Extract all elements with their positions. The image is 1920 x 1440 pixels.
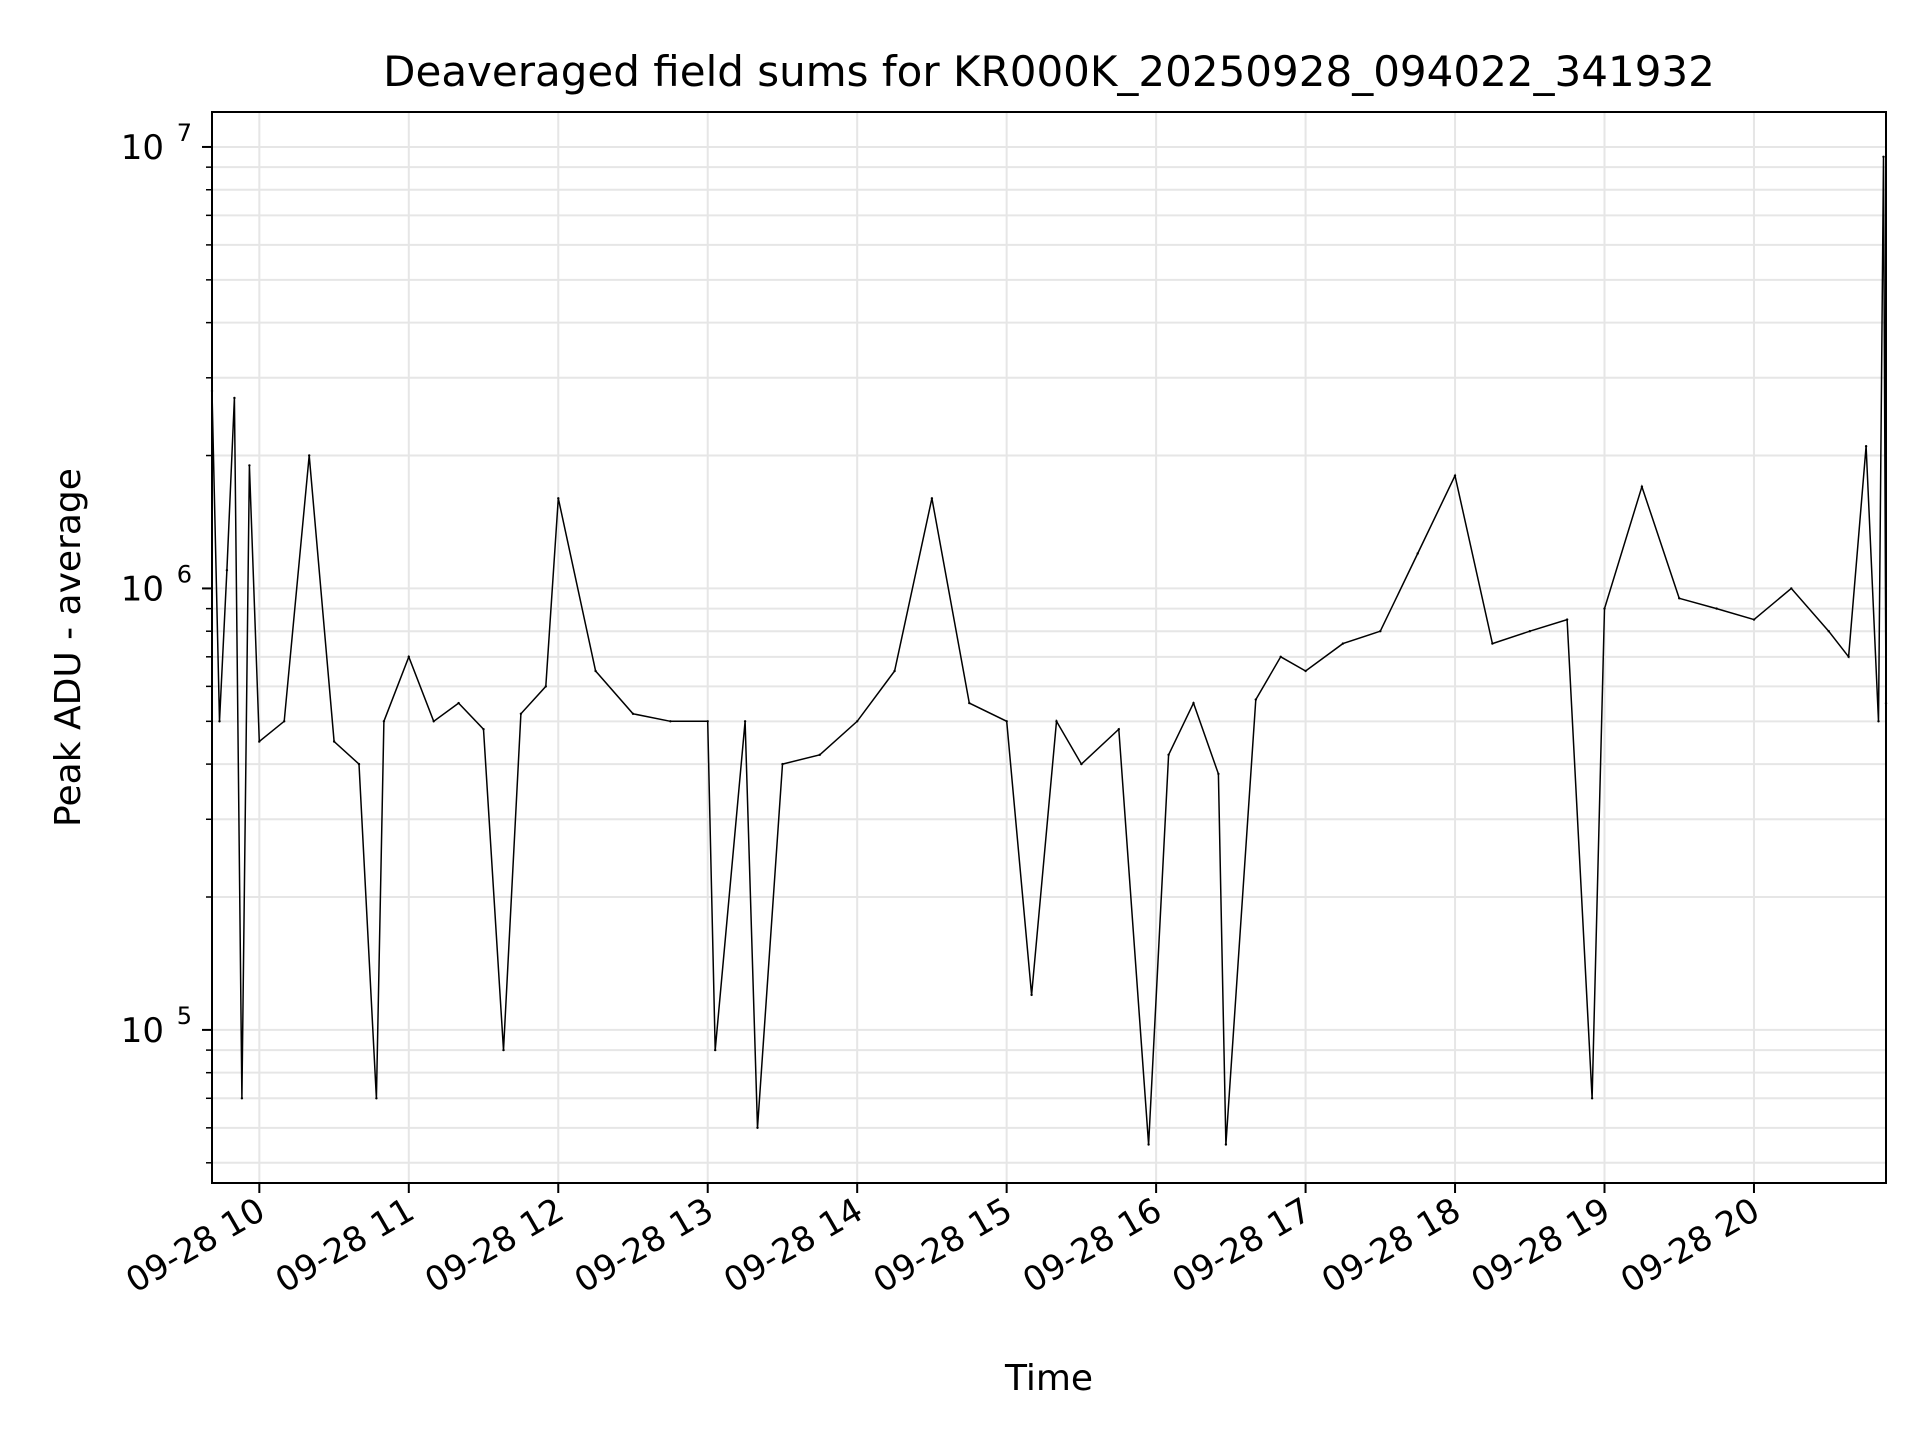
data-point	[1224, 1143, 1228, 1146]
data-point	[407, 655, 410, 658]
x-tick-label: 09-28 11	[269, 1190, 421, 1301]
x-tick-label: 09-28 12	[418, 1190, 570, 1301]
x-tick-label: 09-28 17	[1166, 1190, 1318, 1301]
data-point	[1080, 762, 1083, 766]
data-point	[432, 720, 435, 723]
data-point	[1217, 772, 1220, 776]
y-tick-exponent: 6	[177, 560, 192, 588]
data-point	[1640, 485, 1644, 488]
data-point	[544, 685, 547, 688]
x-tick-label: 09-28 18	[1315, 1190, 1467, 1301]
data-point	[1678, 597, 1681, 600]
data-point	[1167, 753, 1170, 756]
y-axis-label: Peak ADU - average	[48, 468, 89, 827]
data-point	[1491, 642, 1494, 645]
data-point	[1117, 728, 1121, 731]
data-point	[1341, 642, 1345, 645]
data-point	[258, 740, 261, 743]
data-point	[1864, 445, 1868, 448]
data-point	[240, 1097, 244, 1100]
data-point	[1147, 1143, 1150, 1146]
data-point	[482, 728, 485, 731]
data-point	[1416, 552, 1419, 555]
data-point	[308, 454, 311, 457]
data-point	[856, 720, 859, 723]
data-point	[706, 720, 709, 723]
y-tick-label: 10 7	[121, 119, 192, 168]
data-point	[519, 712, 523, 715]
data-point	[756, 1126, 759, 1130]
data-point	[818, 753, 821, 756]
data-point	[375, 1097, 378, 1100]
data-point	[1790, 587, 1793, 590]
x-tick-label: 09-28 16	[1016, 1190, 1168, 1301]
data-point	[893, 669, 896, 673]
data-point	[631, 712, 635, 715]
data-point	[1827, 630, 1830, 633]
data-point	[1752, 618, 1756, 621]
x-tick-label: 09-28 20	[1614, 1190, 1766, 1301]
series-line	[211, 156, 1887, 1145]
y-tick-base: 10	[121, 128, 164, 168]
data-point	[968, 701, 971, 705]
data-point	[557, 497, 560, 500]
data-point	[1279, 655, 1282, 658]
data-point	[1882, 155, 1885, 158]
data-point	[332, 740, 336, 743]
data-point	[714, 1048, 717, 1052]
data-point	[457, 701, 460, 705]
y-tick-exponent: 5	[177, 1002, 192, 1030]
grid-layer	[212, 112, 1886, 1183]
data-point	[283, 720, 286, 723]
y-tick-base: 10	[121, 1011, 164, 1051]
data-point	[248, 464, 251, 467]
data-point	[594, 669, 597, 673]
data-point	[930, 497, 934, 500]
data-point	[218, 720, 221, 723]
line-layer	[210, 155, 1888, 1146]
y-tick-label: 10 5	[121, 1002, 192, 1051]
x-axis-label: Time	[1004, 1358, 1093, 1399]
x-tick-label: 09-28 15	[867, 1190, 1019, 1301]
data-point	[1055, 720, 1058, 723]
data-point	[1565, 618, 1569, 621]
y-tick-base: 10	[121, 569, 164, 609]
data-point	[1715, 607, 1718, 610]
data-point	[1304, 669, 1307, 673]
data-point	[233, 396, 236, 400]
data-point	[1603, 607, 1606, 610]
data-point	[1254, 698, 1258, 701]
y-axis: 10 5 10 6 10 7	[121, 119, 212, 1164]
data-point	[1453, 474, 1457, 477]
x-tick-label: 09-28 10	[119, 1190, 271, 1301]
data-point	[781, 762, 784, 766]
data-point	[1030, 993, 1033, 997]
x-tick-label: 09-28 19	[1465, 1190, 1617, 1301]
data-point	[1005, 720, 1008, 723]
chart-title: Deaveraged field sums for KR000K_2025092…	[383, 47, 1715, 96]
data-point	[1590, 1097, 1594, 1100]
data-point	[743, 720, 747, 723]
y-tick-label: 10 6	[121, 560, 192, 609]
y-tick-exponent: 7	[177, 119, 192, 147]
x-tick-label: 09-28 13	[568, 1190, 720, 1301]
data-point	[1847, 655, 1850, 658]
x-tick-label: 09-28 14	[717, 1190, 869, 1301]
data-point	[502, 1048, 505, 1052]
data-point	[357, 762, 361, 766]
data-point	[1528, 630, 1532, 633]
data-point	[225, 569, 229, 572]
data-point	[382, 720, 386, 723]
data-point	[1877, 720, 1880, 723]
data-point	[1192, 701, 1195, 705]
data-point	[669, 720, 672, 723]
data-point	[1379, 630, 1382, 633]
plot-frame	[211, 111, 1887, 1184]
